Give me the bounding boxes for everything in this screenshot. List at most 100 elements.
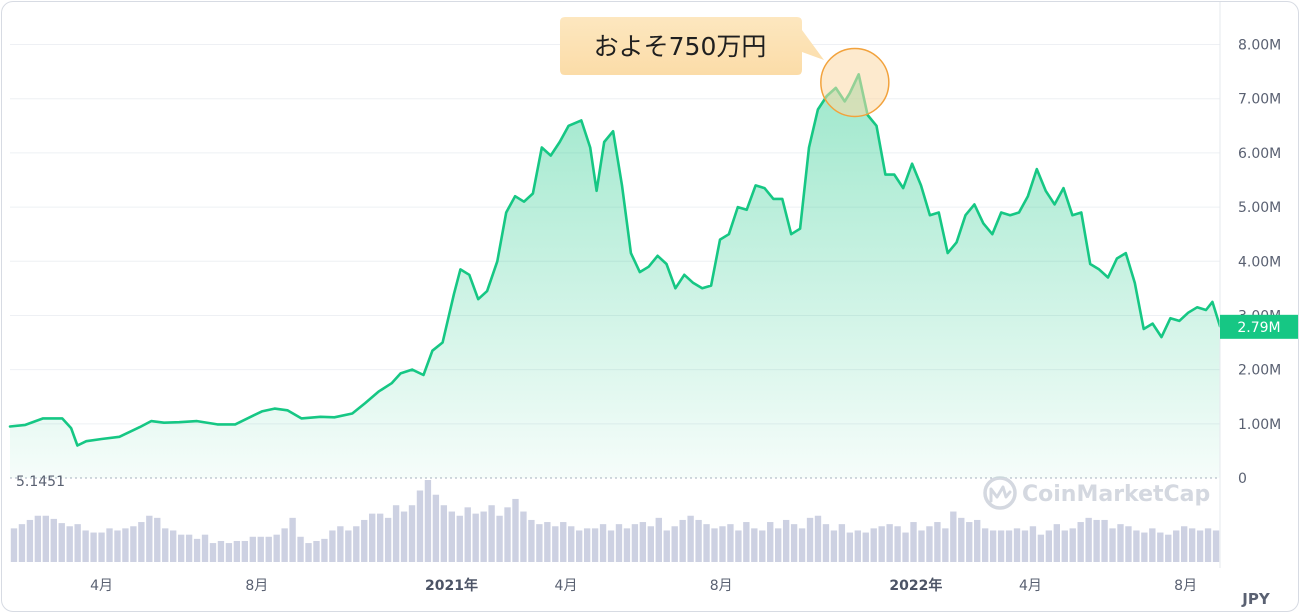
volume-bar [751,528,758,562]
volume-bar [305,543,312,562]
volume-bar [1157,532,1164,562]
volume-bar [400,511,408,562]
y-tick-label: 7.00M [1238,92,1281,108]
watermark-text: CoinMarketCap [1022,482,1210,507]
volume-bar [504,507,511,562]
volume-bar [854,530,861,562]
x-tick-label: 8月 [245,578,268,594]
volume-bar [830,530,838,562]
volume-bar [576,530,583,562]
volume-bar [1212,530,1220,562]
volume-bar [66,526,73,562]
volume-bar [1117,524,1124,562]
volume-bar [1165,534,1172,562]
volume-bar [1061,530,1068,562]
volume-bar [1196,530,1204,562]
volume-bar [639,522,647,562]
volume-bar [727,524,734,562]
volume-bar [225,543,233,562]
price-line [8,73,1222,447]
volume-bar [1021,530,1029,562]
volume-bar [1101,519,1108,562]
volume-bar [623,528,631,562]
volume-bar [496,515,503,562]
volume-bar [281,528,288,562]
volume-bar [886,524,893,562]
x-tick-label: 8月 [710,578,733,594]
volume-bar [185,534,193,562]
volume-bar [1173,530,1180,562]
volume-bar [82,530,89,562]
volume-bar [870,528,877,562]
volume-bar [528,519,535,562]
volume-bar [26,519,34,562]
volume-bar [384,517,392,562]
volume-bar [345,530,352,562]
volume-bar [154,517,161,562]
volume-bar [775,528,782,562]
y-tick-label: 5.00M [1238,200,1281,216]
volume-bar [337,526,344,562]
volume-bar [106,528,113,562]
volume-bar [989,530,997,562]
volume-bar [695,519,702,562]
volume-bar [1204,528,1212,562]
volume-bar [392,505,400,562]
volume-bar [679,519,686,562]
price-tag-label: 2.79M [1237,320,1280,336]
x-tick-label: 2021年 [425,577,478,594]
volume-bar [997,530,1005,562]
volume-bar [297,536,304,562]
volume-bar [1069,528,1076,562]
volume-bar [114,530,121,562]
y-tick-label: 6.00M [1238,146,1281,162]
volume-bar [735,530,742,562]
y-tick-label: 8.00M [1238,38,1281,54]
volume-bar [432,494,440,562]
volume-bar [942,528,949,562]
volume-bar [512,498,519,562]
volume-bars [10,480,1220,562]
volume-bar [1005,530,1013,562]
volume-bar [822,524,830,562]
volume-bar [273,534,280,562]
volume-bar [544,522,551,562]
volume-bar [209,543,217,562]
volume-bar [321,538,328,562]
volume-bar [170,530,177,562]
volume-bar [1045,530,1053,562]
volume-bar [1141,532,1148,562]
volume-bar [1149,528,1156,562]
volume-bar [655,517,662,562]
volume-bar [583,528,591,562]
volume-bar [1037,534,1045,562]
volume-bar [950,511,957,562]
volume-bar [719,526,726,562]
volume-bar [958,517,965,562]
volume-bar [289,517,296,562]
volume-bar [1077,522,1084,562]
volume-bar [233,540,241,562]
price-area [10,74,1220,479]
coinmarketcap-logo-icon [983,476,1017,510]
volume-bar [472,513,479,562]
volume-bar [607,530,615,562]
volume-bar [663,530,670,562]
volume-bar [1085,517,1092,562]
volume-bar [58,523,65,562]
peak-highlight-circle [820,47,890,118]
currency-label: JPY [1241,590,1271,608]
volume-bar [798,528,806,562]
volume-bar [894,526,901,562]
volume-bar [90,532,97,562]
volume-bar [1133,530,1140,562]
y-tick-label: 2.00M [1238,363,1281,379]
volume-bar [520,511,527,562]
volume-bar [790,524,798,562]
y-tick-label: 4.00M [1238,254,1281,270]
volume-bar [408,505,416,562]
price-tag-background [1220,314,1298,339]
volume-bar [814,515,822,562]
volume-bar [934,522,941,562]
